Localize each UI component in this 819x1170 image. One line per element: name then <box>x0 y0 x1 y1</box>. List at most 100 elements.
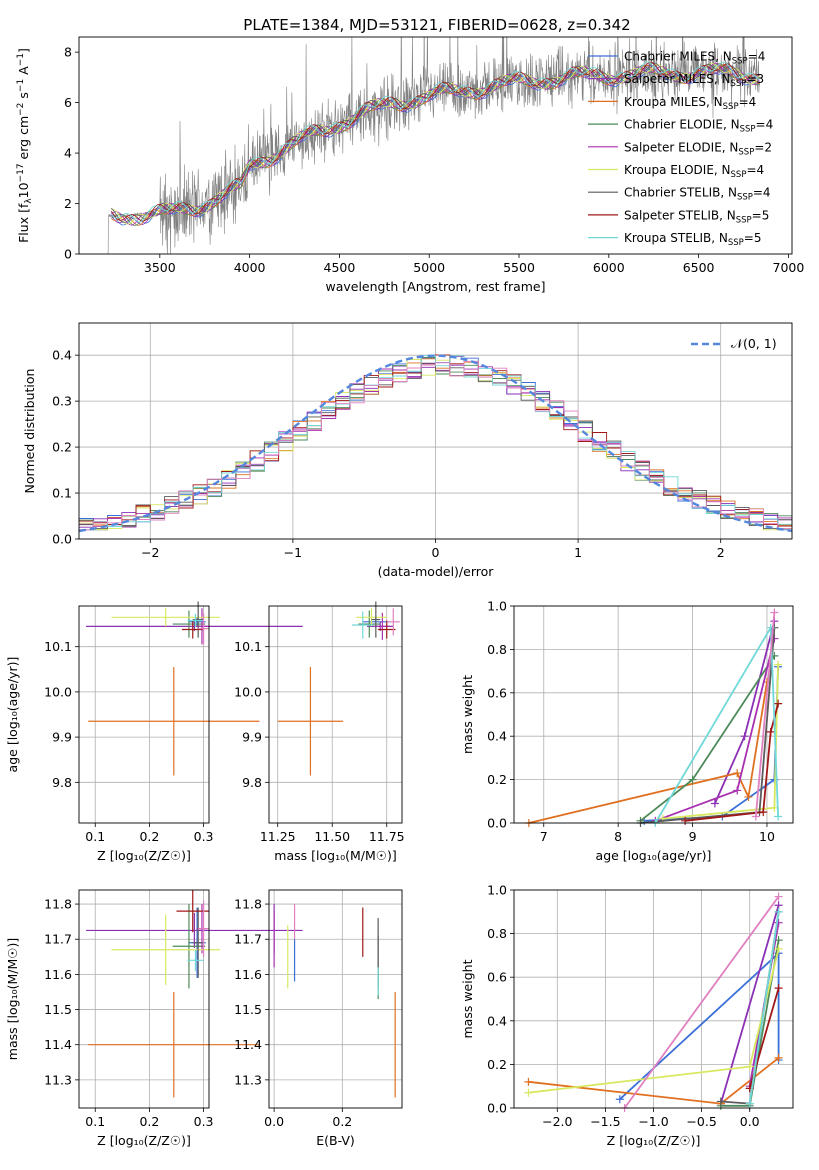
y-tick-label: 0.0 <box>487 1101 507 1116</box>
y-tick-label: 11.6 <box>234 967 262 982</box>
y-axis-label: mass [log₁₀(M/M☉)] <box>5 938 20 1060</box>
plus-marker <box>774 984 783 993</box>
x-tick-label: −1.5 <box>590 1114 620 1129</box>
legend-label: Chabrier ELODIE, NSSP=4 <box>624 118 773 135</box>
error-bar-point <box>172 904 206 989</box>
legend-label: Salpeter STELIB, NSSP=5 <box>624 208 769 225</box>
legend-label: Chabrier STELIB, NSSP=4 <box>624 186 771 203</box>
error-bar-point <box>192 907 204 978</box>
y-tick-label: 11.3 <box>234 1072 262 1087</box>
mass-weight-line <box>623 895 780 1109</box>
x-tick-label: 3500 <box>144 260 176 275</box>
x-axis-label: (data-model)/error <box>378 564 495 579</box>
y-tick-label: 11.8 <box>44 897 72 912</box>
gaussian-curve <box>78 354 793 533</box>
y-tick-label: 0.0 <box>487 816 507 831</box>
mass-weight-line <box>748 911 780 1104</box>
model-spectrum <box>111 62 760 225</box>
x-axis-label: Z [log₁₀(Z/Z☉)] <box>607 1133 701 1148</box>
y-tick-label: 10.0 <box>44 684 72 699</box>
y-tick-label: 11.3 <box>44 1072 72 1087</box>
plus-marker <box>774 918 783 927</box>
y-tick-label: 11.4 <box>44 1037 72 1052</box>
plus-marker <box>733 769 742 778</box>
x-tick-label: 1 <box>574 545 582 560</box>
legend-label: Salpeter MILES, NSSP=3 <box>624 72 764 89</box>
legend-label: Chabrier MILES, NSSP=4 <box>624 50 765 67</box>
y-tick-label: 0.6 <box>487 970 507 985</box>
axes-frame <box>78 322 793 540</box>
plus-marker <box>716 1097 725 1106</box>
error-bar-point <box>111 608 220 627</box>
axes-frame <box>78 889 210 1109</box>
error-bar-point <box>371 601 381 638</box>
plus-marker <box>774 699 783 708</box>
error-bar-point <box>277 667 344 776</box>
mass-weight-line <box>528 681 768 824</box>
x-axis-label: Z [log₁₀(Z/Z☉)] <box>97 848 191 863</box>
x-tick-label: 6000 <box>593 260 625 275</box>
y-tick-label: 8 <box>64 45 72 60</box>
plus-marker <box>770 608 779 617</box>
y-axis-label: mass weight <box>460 959 475 1038</box>
error-bar-point <box>111 914 220 985</box>
y-tick-label: 11.7 <box>44 932 72 947</box>
error-bar-point <box>378 620 396 639</box>
error-bar-point <box>88 667 260 776</box>
legend-label: Salpeter ELODIE, NSSP=2 <box>624 140 772 157</box>
y-tick-label: 9.8 <box>242 775 262 790</box>
plus-marker <box>740 732 749 741</box>
observed-spectrum <box>107 37 760 254</box>
y-tick-label: 0.2 <box>487 772 507 787</box>
x-tick-label: 9 <box>689 829 697 844</box>
x-tick-label: 0.2 <box>139 829 159 844</box>
y-tick-label: 9.9 <box>242 730 262 745</box>
x-axis-label: Z [log₁₀(Z/Z☉)] <box>97 1133 191 1148</box>
y-tick-label: 10.1 <box>234 639 262 654</box>
plus-marker <box>774 660 783 669</box>
error-bar-point <box>356 608 387 627</box>
x-tick-label: 5500 <box>503 260 535 275</box>
y-axis-label: Flux [fλ10−17 erg cm−2 s−1 A−1] <box>16 48 34 243</box>
x-axis-label: mass [log₁₀(M/M☉)] <box>274 848 396 863</box>
x-axis-label: age [log₁₀(age/yr)] <box>596 848 712 863</box>
error-bar-point <box>198 900 209 957</box>
y-axis-label: age [log₁₀(age/yr)] <box>5 657 20 773</box>
axes-frame <box>78 36 793 255</box>
y-tick-label: 10.0 <box>234 684 262 699</box>
plus-marker <box>774 907 783 916</box>
data-layer <box>78 37 793 1112</box>
plus-marker <box>759 808 768 817</box>
axes-layer <box>75 36 794 1112</box>
y-tick-label: 0.4 <box>487 729 507 744</box>
y-tick-label: 11.5 <box>234 1002 262 1017</box>
error-bar-point <box>172 610 206 638</box>
plus-marker <box>744 792 753 801</box>
y-tick-label: 10.1 <box>44 639 72 654</box>
y-tick-label: 9.9 <box>52 730 72 745</box>
plus-marker <box>733 786 742 795</box>
error-bar-point <box>188 617 206 627</box>
x-tick-label: 4000 <box>234 260 266 275</box>
y-tick-label: 4 <box>64 146 72 161</box>
axes-frame <box>513 889 794 1109</box>
mass-weight-line <box>639 655 776 822</box>
model-spectrum <box>111 61 760 223</box>
y-tick-label: 0.3 <box>52 394 72 409</box>
y-tick-label: 0.8 <box>487 926 507 941</box>
x-tick-label: 10 <box>759 829 775 844</box>
plus-marker <box>774 892 783 901</box>
x-tick-label: 0.1 <box>85 829 105 844</box>
error-bar-point <box>386 608 400 636</box>
error-bar-point <box>187 949 204 971</box>
x-axis-label: wavelength [Angstrom, rest frame] <box>325 279 545 294</box>
x-tick-label: 11.25 <box>260 829 296 844</box>
error-bar-point <box>351 611 374 639</box>
model-spectrum <box>111 64 760 226</box>
plus-marker <box>710 799 719 808</box>
x-tick-label: −1.0 <box>638 1114 668 1129</box>
error-bar-point <box>88 991 260 1098</box>
plus-marker <box>774 1053 783 1062</box>
x-tick-label: 11.75 <box>369 829 405 844</box>
x-tick-label: 0.2 <box>332 1114 352 1129</box>
